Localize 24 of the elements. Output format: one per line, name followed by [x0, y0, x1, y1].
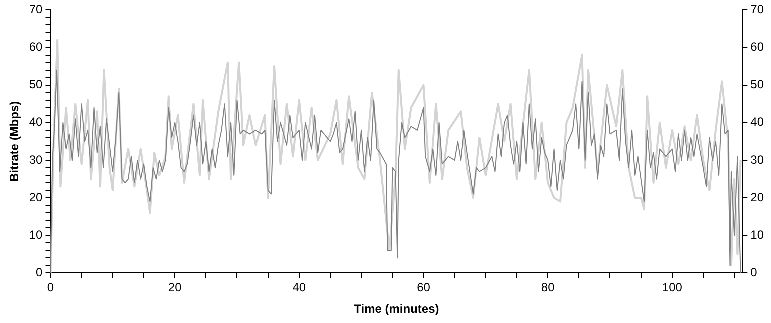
y-tick-label: 60: [29, 40, 44, 54]
y2-tick-label: 70: [750, 2, 764, 17]
x-tick-label: 0: [47, 280, 54, 295]
y-tick-label: 10: [29, 228, 44, 242]
y-tick-label: 0: [36, 266, 44, 280]
y2-tick-label: 10: [750, 228, 764, 242]
x-tick-label: 100: [662, 280, 683, 295]
y2-tick-label: 60: [750, 40, 764, 54]
x-tick-label: 80: [541, 280, 556, 295]
x-axis-title: Time (minutes): [354, 302, 440, 316]
y2-tick-label: 40: [750, 115, 764, 130]
y2-tick-label: 0: [750, 266, 758, 280]
y-tick-label: 40: [29, 115, 44, 130]
y-tick-label: 50: [29, 78, 44, 92]
x-tick-label: 40: [292, 280, 306, 295]
y-axis-title: Bitrate (Mbps): [8, 101, 22, 182]
y2-tick-label: 50: [750, 78, 764, 92]
y2-tick-label: 20: [750, 190, 764, 204]
y-tick-label: 20: [29, 190, 44, 204]
y-tick-label: 70: [29, 2, 44, 17]
y-tick-label: 30: [29, 152, 44, 167]
x-tick-label: 20: [168, 280, 182, 295]
x-tick-label: 60: [417, 280, 431, 295]
y2-tick-label: 30: [750, 152, 764, 167]
